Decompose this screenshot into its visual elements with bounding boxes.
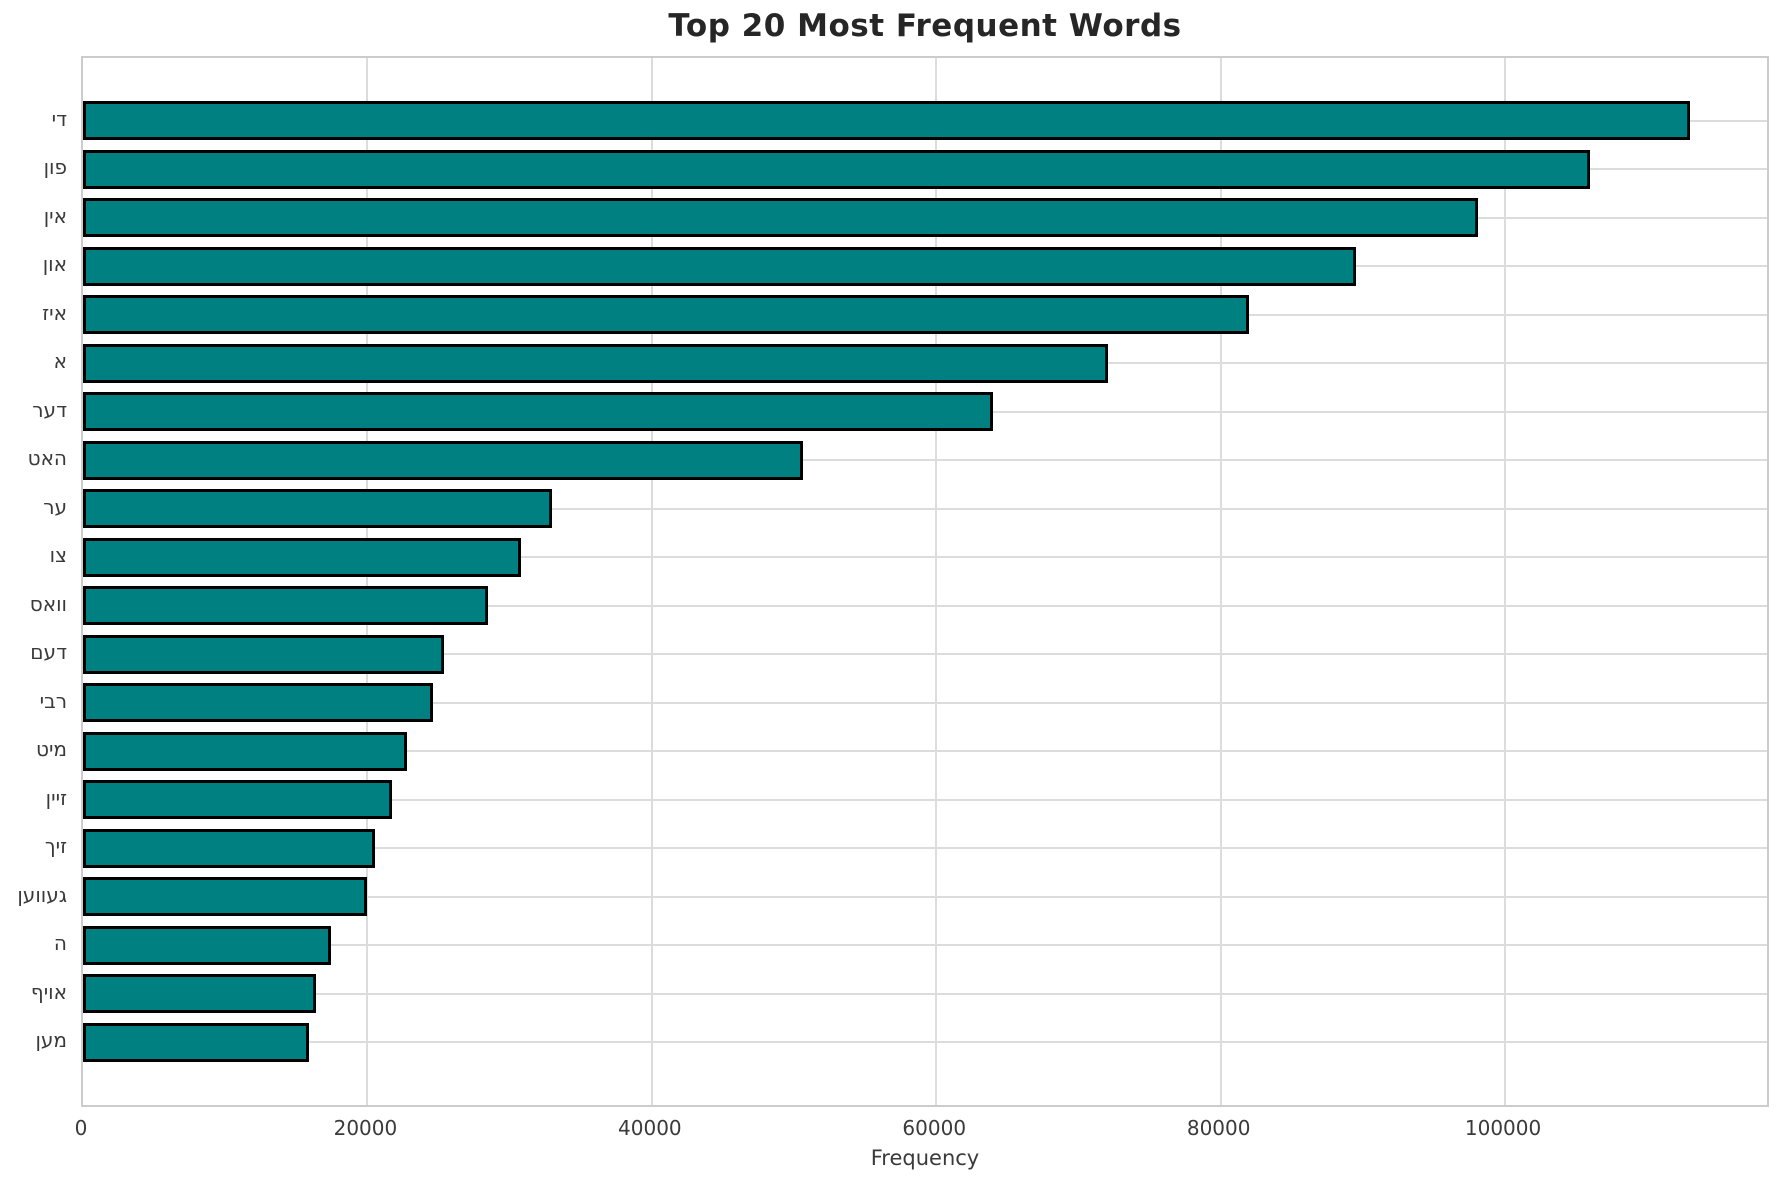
- bar-אויף: [83, 974, 316, 1013]
- y-tick-label: דעם: [30, 640, 67, 664]
- y-tick-label: א: [53, 349, 67, 373]
- horizontal-gridline: [83, 895, 1767, 898]
- vertical-gridline: [935, 58, 938, 1105]
- bar-דעם: [83, 634, 444, 674]
- bar-רבי: [83, 683, 433, 722]
- bar-א: [83, 343, 1108, 383]
- y-tick-label: זיך: [44, 834, 67, 858]
- plot-area: [81, 56, 1769, 1107]
- x-tick-label: 0: [74, 1116, 88, 1140]
- y-tick-label: ה: [53, 931, 67, 955]
- bar-וואס: [83, 586, 488, 625]
- bar-מיט: [83, 731, 407, 771]
- y-tick-label: צו: [49, 543, 67, 567]
- bar-האט: [83, 440, 803, 480]
- y-tick-label: מען: [35, 1028, 67, 1052]
- x-tick-label: 20000: [333, 1116, 398, 1140]
- y-tick-label: אויף: [30, 979, 67, 1004]
- y-tick-label: זיין: [45, 785, 67, 810]
- horizontal-gridline: [83, 847, 1767, 849]
- horizontal-gridline: [83, 459, 1767, 461]
- vertical-gridline: [1504, 58, 1507, 1105]
- bar-איז: [83, 295, 1249, 334]
- bar-דער: [83, 392, 993, 431]
- vertical-gridline: [1219, 58, 1222, 1105]
- y-tick-label: אין: [43, 203, 67, 228]
- chart-title: Top 20 Most Frequent Words: [668, 8, 1182, 44]
- horizontal-gridline: [83, 944, 1767, 946]
- horizontal-gridline: [83, 701, 1767, 704]
- bar-ה: [83, 925, 331, 965]
- horizontal-gridline: [83, 750, 1767, 752]
- x-tick-label: 100000: [1464, 1116, 1542, 1140]
- bar-די: [83, 101, 1690, 140]
- horizontal-gridline: [83, 604, 1767, 607]
- vertical-gridline: [366, 58, 369, 1105]
- y-tick-label: ער: [43, 494, 67, 519]
- horizontal-gridline: [83, 798, 1767, 801]
- y-tick-label: האט: [27, 446, 67, 470]
- horizontal-gridline: [83, 1041, 1767, 1043]
- bar-און: [83, 246, 1356, 286]
- horizontal-gridline: [83, 653, 1767, 655]
- bar-מען: [83, 1022, 309, 1062]
- x-tick-label: 40000: [618, 1116, 682, 1140]
- horizontal-gridline: [83, 992, 1767, 995]
- x-tick-label: 80000: [1186, 1116, 1251, 1140]
- y-tick-label: געווען: [17, 882, 67, 907]
- x-tick-label: 60000: [902, 1116, 967, 1140]
- x-axis-label: Frequency: [870, 1146, 980, 1170]
- horizontal-gridline: [83, 556, 1767, 558]
- y-tick-label: און: [42, 252, 67, 276]
- y-tick-label: רבי: [39, 688, 67, 713]
- bar-געווען: [83, 877, 367, 916]
- y-tick-label: דער: [32, 397, 67, 422]
- bar-זיך: [83, 828, 375, 868]
- y-tick-label: פון: [43, 155, 67, 179]
- y-tick-label: וואס: [29, 591, 67, 616]
- bar-צו: [83, 537, 521, 577]
- horizontal-gridline: [83, 507, 1767, 510]
- bar-פון: [83, 149, 1590, 189]
- bar-זיין: [83, 780, 392, 819]
- y-tick-label: מיט: [35, 737, 67, 761]
- vertical-gridline: [650, 58, 653, 1105]
- bar-אין: [83, 198, 1478, 237]
- bar-ער: [83, 489, 552, 528]
- y-tick-label: די: [51, 106, 67, 131]
- y-tick-label: איז: [42, 300, 67, 325]
